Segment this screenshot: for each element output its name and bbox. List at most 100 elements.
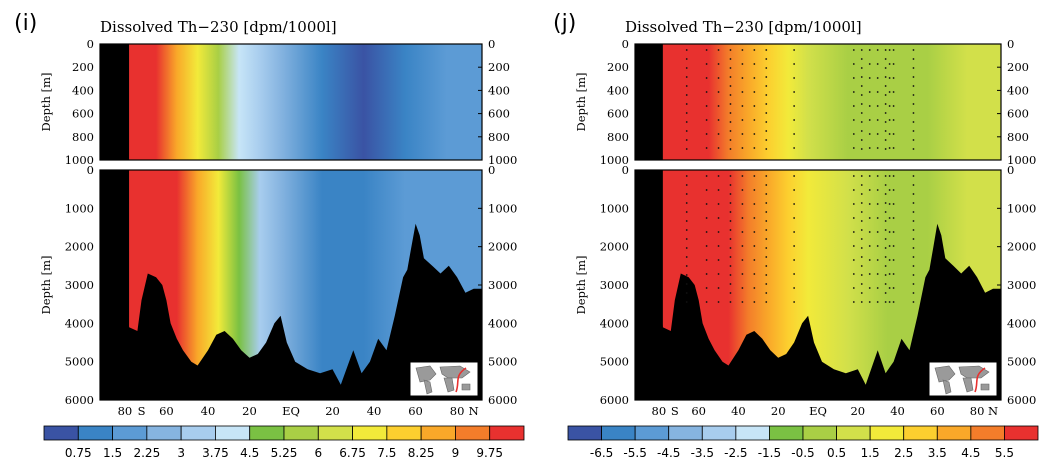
station-dot xyxy=(888,147,891,149)
station-dot xyxy=(912,67,915,69)
station-dot xyxy=(765,130,768,132)
station-dot xyxy=(741,91,744,93)
station-dot xyxy=(685,229,688,231)
station-dot xyxy=(892,217,895,219)
y-tick-label-right: 5000 xyxy=(488,355,517,369)
x-tick-label: 20 xyxy=(850,404,865,418)
station-dot xyxy=(876,49,879,51)
station-dot xyxy=(860,256,863,258)
station-dot xyxy=(765,58,768,60)
station-dot xyxy=(765,76,768,78)
station-dot xyxy=(884,193,887,195)
station-dot xyxy=(860,76,863,78)
y-tick-label-right: 2000 xyxy=(1007,240,1036,254)
y-tick-label-right: 0 xyxy=(1007,37,1014,51)
y-axis-label: Depth [m] xyxy=(574,73,588,132)
station-dot xyxy=(876,259,879,261)
station-dot xyxy=(705,77,708,79)
station-dot xyxy=(765,229,768,231)
station-dot xyxy=(685,130,688,132)
station-dot xyxy=(860,58,863,60)
y-tick-label-left: 3000 xyxy=(65,278,94,292)
station-dot xyxy=(888,231,891,233)
colorbar-swatch xyxy=(352,425,388,441)
station-dot xyxy=(884,130,887,132)
bathymetry xyxy=(100,223,482,400)
y-tick-label-left: 400 xyxy=(72,83,94,97)
station-dot xyxy=(705,175,708,177)
station-dot xyxy=(717,105,720,107)
station-dot xyxy=(868,77,871,79)
station-dot xyxy=(705,63,708,65)
station-dot xyxy=(884,112,887,114)
x-tick-label: 20 xyxy=(771,404,786,418)
x-tick-label: 80 xyxy=(652,404,667,418)
colorbar-label: 9 xyxy=(452,446,460,460)
station-dot xyxy=(884,274,887,276)
land-mask xyxy=(100,44,130,160)
y-tick-label-right: 0 xyxy=(488,163,495,177)
station-dot xyxy=(868,63,871,65)
station-dot xyxy=(912,121,915,123)
world-map-transect-icon xyxy=(409,361,479,397)
map-continent xyxy=(423,379,433,395)
y-tick-label-left: 200 xyxy=(607,60,629,74)
station-dot xyxy=(685,121,688,123)
y-tick-label-right: 600 xyxy=(1007,107,1029,121)
station-dot xyxy=(884,301,887,303)
station-dot xyxy=(741,147,744,149)
station-dot xyxy=(729,148,732,150)
station-dot xyxy=(892,49,895,51)
station-dot xyxy=(912,193,915,195)
colorbar-swatch xyxy=(317,425,353,441)
station-dot xyxy=(868,119,871,121)
station-dot xyxy=(793,231,796,233)
concentration-field xyxy=(100,44,482,160)
station-dot xyxy=(685,292,688,294)
station-dot xyxy=(685,103,688,105)
station-dot xyxy=(793,287,796,289)
colorbar-swatch xyxy=(970,425,1005,441)
station-dot xyxy=(876,91,879,93)
y-tick-label-right: 200 xyxy=(1007,60,1029,74)
station-dot xyxy=(729,85,732,87)
station-dot xyxy=(741,273,744,275)
colorbar-label: 3.75 xyxy=(202,446,229,460)
station-dot xyxy=(912,139,915,141)
station-dot xyxy=(717,245,720,247)
station-dot xyxy=(852,77,855,79)
y-tick-label-left: 3000 xyxy=(600,278,629,292)
station-dot xyxy=(884,76,887,78)
station-dot xyxy=(793,245,796,247)
x-tick-label: 20 xyxy=(325,404,340,418)
station-dot xyxy=(717,287,720,289)
station-dot xyxy=(717,203,720,205)
y-tick-label-left: 0 xyxy=(622,163,629,177)
station-dot xyxy=(685,238,688,240)
y-tick-label-left: 1000 xyxy=(65,153,94,167)
colorbar-i: 0.75 1.5 2.25 3 3.75 4.5 5.25 6 6.75 7.5 8.25 9 9.75 xyxy=(43,425,525,460)
station-dot xyxy=(868,91,871,93)
y-tick-label-right: 1000 xyxy=(488,201,517,215)
station-dot xyxy=(860,247,863,249)
station-dot xyxy=(892,259,895,261)
station-dot xyxy=(753,63,756,65)
station-dot xyxy=(852,49,855,51)
y-tick-label-right: 5000 xyxy=(1007,355,1036,369)
station-dot xyxy=(860,283,863,285)
station-dot xyxy=(912,85,915,87)
station-dot xyxy=(892,147,895,149)
station-dot xyxy=(876,217,879,219)
y-tick-label-left: 5000 xyxy=(65,355,94,369)
colorbar-swatch xyxy=(112,425,148,441)
colorbar-label: -2.5 xyxy=(724,446,747,460)
y-tick-label-left: 0 xyxy=(622,37,629,51)
y-tick-label-left: 1000 xyxy=(65,201,94,215)
station-dot xyxy=(685,139,688,141)
x-tick-label: N xyxy=(988,404,998,418)
y-tick-label-left: 800 xyxy=(72,130,94,144)
station-dot xyxy=(876,273,879,275)
station-dot xyxy=(884,265,887,267)
station-dot xyxy=(705,287,708,289)
colorbar-label: 8.25 xyxy=(408,446,435,460)
